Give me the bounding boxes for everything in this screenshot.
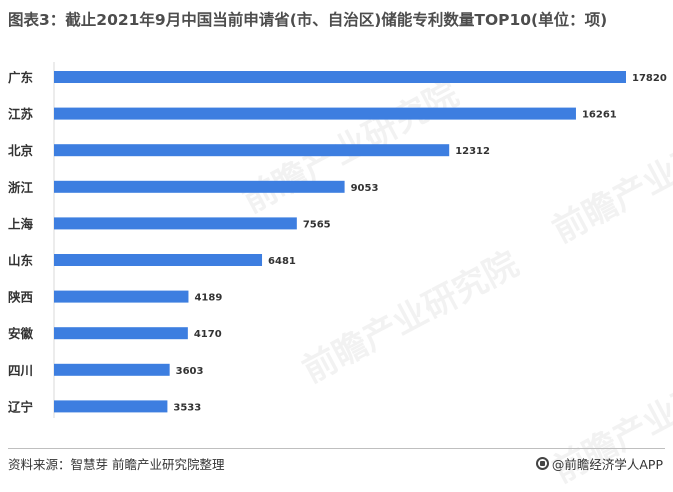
data-label: 3603 [176,366,204,377]
category-label: 江苏 [8,107,34,122]
category-label: 北京 [8,143,34,158]
bar [54,363,170,376]
category-label: 安徽 [8,326,34,341]
bar [54,180,345,193]
bar-chart: 广东 17820 江苏 16261 北京 12312 浙江 9053 上海 7565 山东 6481 陕… [8,62,667,418]
category-label: 辽宁 [8,399,33,414]
bar [54,144,450,157]
bar [54,107,576,120]
chart-title: 图表3：截止2021年9月中国当前申请省(市、自治区)储能专利数量TOP10(单… [8,11,608,29]
data-label: 17820 [632,73,667,84]
category-label: 山东 [8,253,34,268]
data-label: 7565 [303,219,331,230]
bar [54,290,189,303]
bar [54,254,263,266]
data-label: 6481 [268,256,296,267]
category-label: 陕西 [8,290,33,305]
data-label: 4189 [194,293,222,304]
category-label: 四川 [8,363,33,378]
data-label: 3533 [173,402,201,413]
bar [54,217,297,230]
brand-logo-icon [535,457,549,470]
bar [54,327,188,340]
brand-text: @前瞻经济学人APP [551,457,663,472]
data-label: 12312 [455,146,490,157]
brand-credit: @前瞻经济学人APP [535,454,663,473]
category-label: 浙江 [8,180,34,195]
data-label: 4170 [194,329,222,340]
bar [54,71,626,83]
data-label: 9053 [351,183,379,194]
source-text: 资料来源：智慧芽 前瞻产业研究院整理 [8,457,225,472]
bar [54,400,168,413]
footer-divider [8,448,665,449]
data-label: 16261 [582,110,617,121]
category-label: 广东 [8,70,34,85]
category-label: 上海 [8,216,34,231]
